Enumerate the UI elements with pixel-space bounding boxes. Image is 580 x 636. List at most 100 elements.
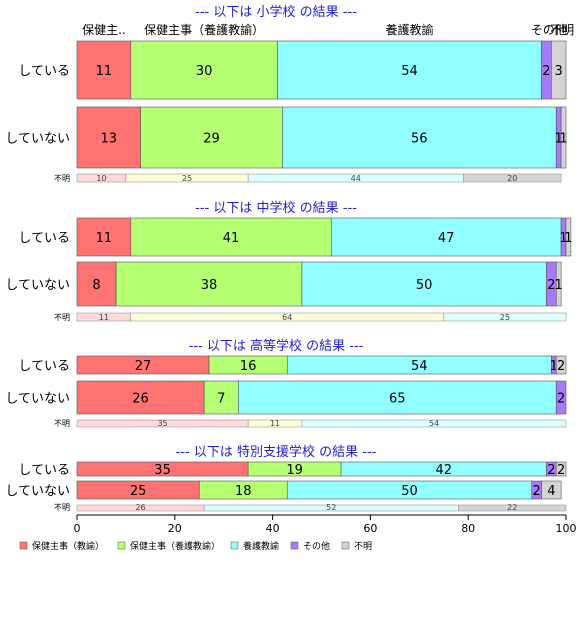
bar-segment <box>565 217 572 257</box>
bar-segment <box>301 261 547 307</box>
group-title: --- 以下は 小学校 の結果 --- <box>195 4 357 20</box>
data-label: 1 <box>559 132 567 147</box>
unknown-data-label: 26 <box>135 503 145 512</box>
legend-swatch <box>19 541 28 550</box>
data-label: 1 <box>559 231 567 246</box>
bar-segment <box>555 461 567 477</box>
row-label: している <box>18 463 70 478</box>
row-label: していない <box>5 278 70 293</box>
bar-segment <box>541 480 562 500</box>
bar-segment <box>76 380 205 415</box>
x-tick-label: 20 <box>168 522 182 535</box>
unknown-row-label: 不明 <box>54 313 70 322</box>
row-label: している <box>18 359 70 374</box>
unknown-bar-segment <box>301 419 567 428</box>
data-label: 2 <box>542 64 550 79</box>
bar-segment <box>282 106 557 169</box>
unknown-data-label: 25 <box>500 313 510 322</box>
data-label: 18 <box>235 484 252 499</box>
bar-segment <box>238 380 557 415</box>
unknown-bar-segment <box>458 504 567 512</box>
data-label: 41 <box>223 231 240 246</box>
bar-segment <box>140 106 283 169</box>
legend-swatch <box>341 541 350 550</box>
unknown-row-label: 不明 <box>54 419 70 428</box>
bar-segment <box>115 261 303 307</box>
data-label: 54 <box>401 64 418 79</box>
legend-label: その他 <box>303 540 330 552</box>
data-label: 11 <box>96 231 113 246</box>
column-header-label: 養護教諭 <box>386 22 434 37</box>
unknown-bar-segment <box>463 173 562 183</box>
data-label: 50 <box>401 484 418 499</box>
data-label: 4 <box>547 484 555 499</box>
data-label: 47 <box>438 231 455 246</box>
data-label: 54 <box>411 359 428 374</box>
data-label: 1 <box>550 359 558 374</box>
data-label: 65 <box>389 392 406 407</box>
data-label: 26 <box>132 392 149 407</box>
row-label: している <box>18 64 70 79</box>
unknown-data-label: 20 <box>507 174 517 183</box>
data-label: 2 <box>557 463 565 478</box>
data-label: 27 <box>135 359 152 374</box>
data-label: 8 <box>92 278 100 293</box>
unknown-data-label: 10 <box>96 174 106 183</box>
unknown-row-label: 不明 <box>54 174 70 183</box>
bar-segment <box>330 217 562 257</box>
data-label: 29 <box>203 132 220 147</box>
x-tick-label: 40 <box>266 522 280 535</box>
legend-label: 保健主事（養護教諭） <box>130 540 220 552</box>
data-label: 30 <box>196 64 213 79</box>
data-label: 3 <box>555 64 563 79</box>
data-label: 1 <box>564 231 572 246</box>
data-label: 56 <box>411 132 428 147</box>
x-tick-label: 0 <box>74 522 81 535</box>
unknown-data-label: 54 <box>429 419 439 428</box>
column-header-label: 保健主事（養護教諭） <box>144 22 264 37</box>
legend-label: 養護教諭 <box>243 540 279 552</box>
row-label: している <box>18 231 70 246</box>
unknown-data-label: 25 <box>182 174 192 183</box>
data-label: 1 <box>555 132 563 147</box>
column-header-label: その他 <box>531 23 567 37</box>
x-tick-label: 60 <box>363 522 377 535</box>
bar-segment <box>560 106 567 169</box>
column-header-label: 不明 <box>550 23 574 37</box>
column-header-label: 保健主.. <box>82 23 126 37</box>
data-label: 42 <box>435 463 452 478</box>
unknown-bar-segment <box>443 312 567 322</box>
data-label: 35 <box>154 463 171 478</box>
bar-segment <box>555 380 567 415</box>
unknown-data-label: 64 <box>282 313 292 322</box>
data-label: 13 <box>101 132 118 147</box>
unknown-data-label: 11 <box>270 419 280 428</box>
x-tick-label: 100 <box>556 522 577 535</box>
row-label: していない <box>5 484 70 499</box>
row-label: していない <box>5 392 70 407</box>
legend-swatch <box>230 541 239 550</box>
unknown-data-label: 52 <box>326 503 336 512</box>
unknown-row-label: 不明 <box>54 503 70 512</box>
data-label: 11 <box>96 64 113 79</box>
group-title: --- 以下は 特別支援学校 の結果 --- <box>176 444 377 460</box>
data-label: 2 <box>557 392 565 407</box>
bar-segment <box>555 355 567 375</box>
data-label: 25 <box>130 484 147 499</box>
group-title: --- 以下は 高等学校 の結果 --- <box>189 338 364 354</box>
bar-segment <box>76 261 117 307</box>
legend-swatch <box>290 541 299 550</box>
data-label: 16 <box>240 359 257 374</box>
data-label: 2 <box>533 484 541 499</box>
data-label: 19 <box>286 463 303 478</box>
data-label: 38 <box>201 278 218 293</box>
data-label: 50 <box>416 278 433 293</box>
data-label: 2 <box>557 359 565 374</box>
data-label: 1 <box>555 278 563 293</box>
data-label: 2 <box>547 463 555 478</box>
unknown-data-label: 22 <box>507 503 517 512</box>
x-tick-label: 80 <box>461 522 475 535</box>
unknown-data-label: 35 <box>157 419 167 428</box>
data-label: 7 <box>217 392 225 407</box>
